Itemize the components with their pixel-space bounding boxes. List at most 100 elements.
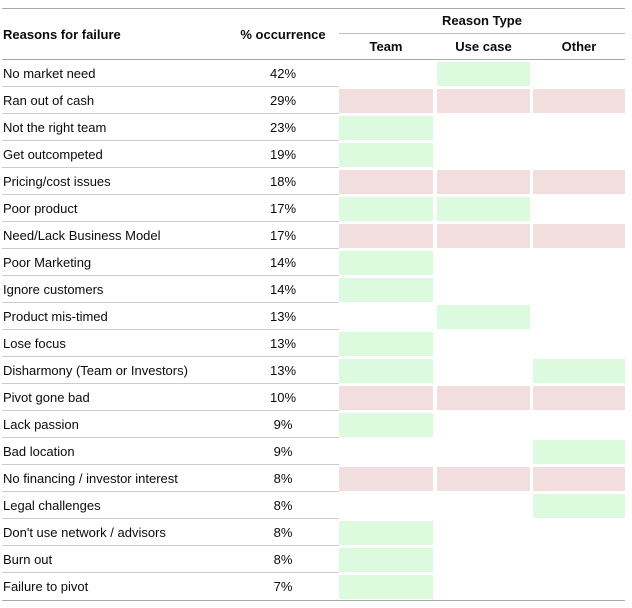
type-cell-team [339, 440, 433, 464]
type-cell-use-case [437, 197, 530, 221]
reason-type-header-group: Reason Type Team Use case Other [339, 9, 625, 59]
type-cell-use-case [437, 575, 530, 599]
reason-label: Don't use network / advisors [3, 525, 166, 540]
type-cell-use-case [437, 440, 530, 464]
occurrence-value: 13% [269, 363, 297, 378]
reason-label: Bad location [3, 444, 75, 459]
table-row: No financing / investor interest 8% [2, 465, 625, 492]
occurrence-value: 14% [269, 282, 297, 297]
occurrence-value: 14% [269, 255, 297, 270]
failure-reasons-table: Reasons for failure % occurrence Reason … [2, 8, 625, 601]
type-cell-other [533, 197, 625, 221]
reason-type-header: Reason Type [339, 9, 625, 34]
occurrence-column-header: % occurrence [240, 26, 326, 42]
reason-label: Pivot gone bad [3, 390, 90, 405]
type-cell-other [533, 89, 625, 113]
type-cell-team [339, 494, 433, 518]
type-cell-use-case [437, 278, 530, 302]
table-header: Reasons for failure % occurrence Reason … [2, 9, 625, 60]
type-cell-team [339, 575, 433, 599]
reason-label: No financing / investor interest [3, 471, 178, 486]
table-row: Don't use network / advisors 8% [2, 519, 625, 546]
reason-label: Need/Lack Business Model [3, 228, 161, 243]
occurrence-value: 10% [269, 390, 297, 405]
table-row: Product mis-timed 13% [2, 303, 625, 330]
reason-label: No market need [3, 66, 96, 81]
reason-label: Pricing/cost issues [3, 174, 111, 189]
type-cell-team [339, 548, 433, 572]
type-cell-use-case [437, 143, 530, 167]
table-row: Bad location 9% [2, 438, 625, 465]
type-cell-team [339, 467, 433, 491]
reason-label: Poor product [3, 201, 78, 216]
type-cell-other [533, 143, 625, 167]
use-case-column-header: Use case [455, 39, 512, 54]
team-column-header: Team [369, 39, 403, 54]
type-cell-use-case [437, 224, 530, 248]
type-cell-other [533, 62, 625, 86]
type-cell-other [533, 575, 625, 599]
type-cell-other [533, 494, 625, 518]
table-row: Poor product 17% [2, 195, 625, 222]
table-row: Legal challenges 8% [2, 492, 625, 519]
reasons-column-header: Reasons for failure [3, 26, 121, 42]
type-cell-use-case [437, 413, 530, 437]
occurrence-value: 9% [273, 444, 293, 459]
type-cell-other [533, 386, 625, 410]
table-row: Poor Marketing 14% [2, 249, 625, 276]
table-row: Need/Lack Business Model 17% [2, 222, 625, 249]
type-cell-use-case [437, 494, 530, 518]
reason-label: Legal challenges [3, 498, 101, 513]
table-row: Failure to pivot 7% [2, 573, 625, 600]
type-cell-other [533, 116, 625, 140]
occurrence-value: 23% [269, 120, 297, 135]
type-cell-team [339, 89, 433, 113]
type-cell-team [339, 359, 433, 383]
type-cell-other [533, 548, 625, 572]
table-row: Burn out 8% [2, 546, 625, 573]
type-cell-team [339, 62, 433, 86]
reason-label: Lack passion [3, 417, 79, 432]
occurrence-value: 8% [273, 498, 293, 513]
reason-type-subheaders: Team Use case Other [339, 34, 625, 59]
occurrence-value: 8% [273, 525, 293, 540]
occurrence-value: 13% [269, 336, 297, 351]
other-column-header: Other [561, 39, 597, 54]
type-cell-other [533, 305, 625, 329]
type-cell-use-case [437, 305, 530, 329]
reason-label: Product mis-timed [3, 309, 108, 324]
occurrence-value: 42% [269, 66, 297, 81]
reason-label: Not the right team [3, 120, 107, 135]
table-row: Pricing/cost issues 18% [2, 168, 625, 195]
reason-label: Burn out [3, 552, 53, 567]
table-body: No market need 42% Ran out of cash 29% N… [2, 60, 625, 601]
type-cell-use-case [437, 89, 530, 113]
type-cell-use-case [437, 521, 530, 545]
type-cell-team [339, 170, 433, 194]
type-cell-other [533, 467, 625, 491]
type-cell-other [533, 278, 625, 302]
type-cell-use-case [437, 548, 530, 572]
table-row: Not the right team 23% [2, 114, 625, 141]
reason-label: Get outcompeted [3, 147, 103, 162]
table-row: Pivot gone bad 10% [2, 384, 625, 411]
type-cell-use-case [437, 62, 530, 86]
type-cell-use-case [437, 467, 530, 491]
type-cell-other [533, 251, 625, 275]
occurrence-value: 8% [273, 552, 293, 567]
type-cell-other [533, 170, 625, 194]
reason-label: Ran out of cash [3, 93, 95, 108]
type-cell-team [339, 116, 433, 140]
type-cell-team [339, 224, 433, 248]
type-cell-use-case [437, 251, 530, 275]
occurrence-value: 9% [273, 417, 293, 432]
type-cell-other [533, 359, 625, 383]
type-cell-use-case [437, 332, 530, 356]
occurrence-value: 18% [269, 174, 297, 189]
occurrence-value: 17% [269, 228, 297, 243]
type-cell-use-case [437, 170, 530, 194]
occurrence-value: 7% [273, 579, 293, 594]
occurrence-value: 13% [269, 309, 297, 324]
type-cell-team [339, 251, 433, 275]
